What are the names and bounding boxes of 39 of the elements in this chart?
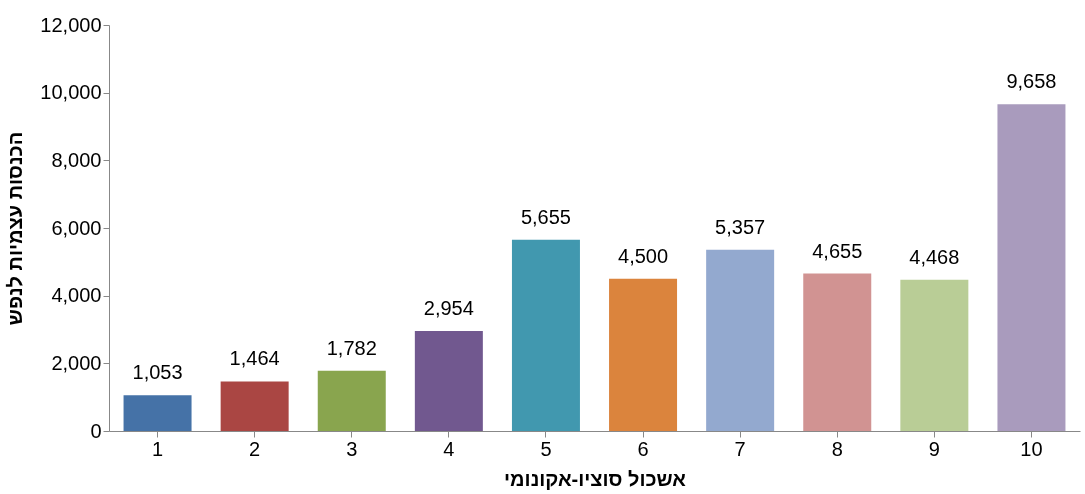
bar [706, 249, 775, 431]
x-tick-label: 6 [637, 437, 649, 460]
data-label: 2,954 [423, 297, 474, 320]
y-tick-label: 12,000 [40, 13, 102, 36]
x-tick-label: 4 [443, 437, 455, 460]
data-label: 1,464 [229, 347, 280, 370]
x-tick-label: 9 [928, 437, 940, 460]
y-tick-label: 6,000 [51, 216, 102, 239]
x-axis-title: אשכול סוציו-אקונומי [504, 467, 687, 490]
bar [803, 273, 872, 431]
x-tick-label: 8 [831, 437, 843, 460]
bar [511, 239, 580, 431]
data-label: 9,658 [1006, 70, 1057, 93]
data-label: 4,655 [812, 239, 863, 262]
y-tick-label: 10,000 [40, 81, 102, 104]
x-tick-label: 7 [734, 437, 746, 460]
y-tick-label: 8,000 [51, 148, 102, 171]
bar [609, 278, 678, 431]
bar [220, 381, 289, 431]
bar [997, 104, 1066, 431]
data-label: 4,500 [618, 244, 669, 267]
y-tick-label: 0 [90, 419, 102, 442]
x-tick-label: 5 [540, 437, 552, 460]
bar [414, 331, 483, 431]
data-label: 5,357 [715, 215, 766, 238]
y-axis-title: הכנסות עצמיות לנפש [4, 131, 27, 326]
data-label: 4,468 [909, 245, 960, 268]
bar [900, 279, 969, 431]
y-tick-label: 4,000 [51, 284, 102, 307]
data-label: 1,053 [132, 361, 183, 384]
bar [123, 395, 192, 431]
data-label: 1,782 [326, 336, 377, 359]
x-tick-label: 2 [249, 437, 261, 460]
x-tick-label: 1 [151, 437, 164, 460]
bar [317, 370, 386, 431]
x-tick-label: 10 [1020, 437, 1043, 460]
x-tick-label: 3 [346, 437, 358, 460]
data-label: 5,655 [520, 205, 571, 228]
y-tick-label: 2,000 [51, 351, 102, 374]
